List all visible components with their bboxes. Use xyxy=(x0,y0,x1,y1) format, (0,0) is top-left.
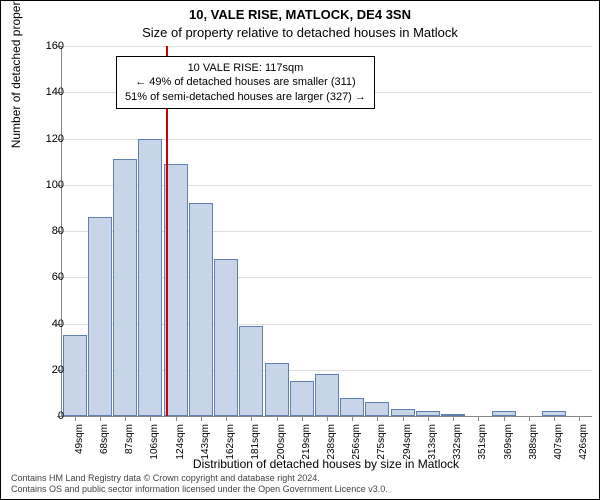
xtick-mark xyxy=(75,416,76,421)
xtick-label: 388sqm xyxy=(528,424,539,469)
xtick-mark xyxy=(352,416,353,421)
xtick-label: 256sqm xyxy=(351,424,362,469)
xtick-label: 181sqm xyxy=(250,424,261,469)
histogram-bar xyxy=(138,139,162,417)
callout-line1: 10 VALE RISE: 117sqm xyxy=(125,61,366,75)
histogram-bar xyxy=(113,159,137,416)
histogram-bar xyxy=(239,326,263,416)
y-axis-label: Number of detached properties xyxy=(9,0,23,148)
xtick-mark xyxy=(529,416,530,421)
xtick-label: 238sqm xyxy=(326,424,337,469)
histogram-bar xyxy=(214,259,238,416)
title-subtitle: Size of property relative to detached ho… xyxy=(1,25,599,40)
histogram-bar xyxy=(63,335,87,416)
ytick-label: 160 xyxy=(34,40,64,52)
xtick-mark xyxy=(277,416,278,421)
xtick-label: 106sqm xyxy=(149,424,160,469)
histogram-bar xyxy=(391,409,415,416)
footer-line1: Contains HM Land Registry data © Crown c… xyxy=(11,473,388,484)
ytick-label: 80 xyxy=(34,225,64,237)
xtick-mark xyxy=(504,416,505,421)
ytick-label: 40 xyxy=(34,318,64,330)
histogram-bar xyxy=(189,203,213,416)
xtick-label: 275sqm xyxy=(376,424,387,469)
xtick-label: 200sqm xyxy=(276,424,287,469)
xtick-mark xyxy=(150,416,151,421)
histogram-bar xyxy=(340,398,364,417)
xtick-label: 49sqm xyxy=(74,424,85,469)
xtick-mark xyxy=(428,416,429,421)
xtick-mark xyxy=(327,416,328,421)
histogram-bar xyxy=(365,402,389,416)
xtick-label: 294sqm xyxy=(402,424,413,469)
callout-line3: 51% of semi-detached houses are larger (… xyxy=(125,90,366,104)
xtick-label: 313sqm xyxy=(427,424,438,469)
xtick-label: 426sqm xyxy=(578,424,589,469)
ytick-label: 140 xyxy=(34,86,64,98)
xtick-label: 332sqm xyxy=(452,424,463,469)
xtick-label: 68sqm xyxy=(99,424,110,469)
xtick-label: 143sqm xyxy=(200,424,211,469)
xtick-label: 219sqm xyxy=(301,424,312,469)
xtick-mark xyxy=(201,416,202,421)
xtick-mark xyxy=(100,416,101,421)
xtick-label: 407sqm xyxy=(553,424,564,469)
ytick-label: 100 xyxy=(34,179,64,191)
ytick-label: 20 xyxy=(34,364,64,376)
histogram-bar xyxy=(265,363,289,416)
xtick-mark xyxy=(554,416,555,421)
xtick-mark xyxy=(579,416,580,421)
xtick-mark xyxy=(403,416,404,421)
chart-container: 10, VALE RISE, MATLOCK, DE4 3SN Size of … xyxy=(0,0,600,500)
xtick-mark xyxy=(302,416,303,421)
callout-box: 10 VALE RISE: 117sqm← 49% of detached ho… xyxy=(116,56,375,109)
histogram-bar xyxy=(315,374,339,416)
title-address: 10, VALE RISE, MATLOCK, DE4 3SN xyxy=(1,7,599,22)
xtick-mark xyxy=(125,416,126,421)
footer-line2: Contains OS and public sector informatio… xyxy=(11,484,388,495)
ytick-label: 120 xyxy=(34,133,64,145)
ytick-label: 0 xyxy=(34,410,64,422)
grid-line xyxy=(62,46,592,47)
histogram-bar xyxy=(88,217,112,416)
xtick-mark xyxy=(453,416,454,421)
xtick-label: 87sqm xyxy=(124,424,135,469)
xtick-mark xyxy=(226,416,227,421)
xtick-mark xyxy=(176,416,177,421)
callout-line2: ← 49% of detached houses are smaller (31… xyxy=(125,75,366,89)
ytick-label: 60 xyxy=(34,271,64,283)
histogram-bar xyxy=(290,381,314,416)
xtick-label: 124sqm xyxy=(175,424,186,469)
footer-attribution: Contains HM Land Registry data © Crown c… xyxy=(11,473,388,495)
xtick-label: 162sqm xyxy=(225,424,236,469)
xtick-label: 351sqm xyxy=(477,424,488,469)
xtick-mark xyxy=(251,416,252,421)
xtick-mark xyxy=(478,416,479,421)
xtick-mark xyxy=(377,416,378,421)
xtick-label: 369sqm xyxy=(503,424,514,469)
